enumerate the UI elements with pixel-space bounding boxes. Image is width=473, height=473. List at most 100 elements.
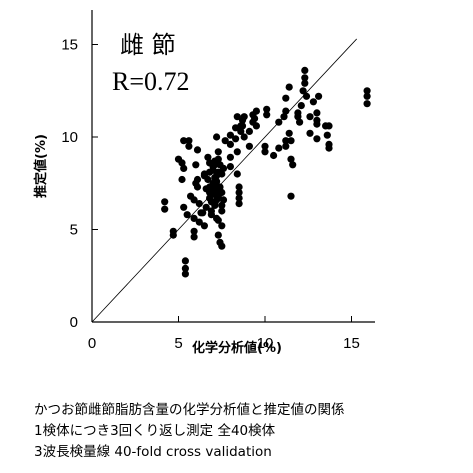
reference-line <box>91 38 357 323</box>
data-point <box>226 153 234 161</box>
inset-correlation: R=0.72 <box>112 67 190 96</box>
data-point <box>185 137 193 145</box>
data-point <box>275 118 283 126</box>
data-point <box>282 142 290 150</box>
data-point <box>299 87 307 95</box>
data-point <box>232 135 240 143</box>
data-point <box>195 200 203 208</box>
data-point <box>218 207 226 215</box>
data-point <box>287 155 295 163</box>
data-point <box>202 203 210 211</box>
data-point <box>282 94 290 102</box>
data-point <box>181 270 189 278</box>
data-point <box>180 137 188 145</box>
data-point <box>235 194 243 202</box>
data-point <box>296 118 304 126</box>
data-point <box>192 161 200 169</box>
data-point <box>180 203 188 211</box>
data-point <box>183 211 191 219</box>
data-point <box>161 198 169 206</box>
axes <box>91 10 375 323</box>
x-tick-label: 0 <box>88 335 96 352</box>
data-point <box>213 133 221 141</box>
data-point <box>233 148 241 156</box>
data-point <box>218 201 226 209</box>
data-point <box>285 129 293 137</box>
data-point <box>169 227 177 235</box>
data-point <box>261 142 269 150</box>
data-point <box>190 196 198 204</box>
data-point <box>252 107 260 115</box>
caption-line-3: 3波長検量線 40-fold cross validation <box>34 444 272 460</box>
x-tick-label: 10 <box>257 335 274 352</box>
data-point <box>235 183 243 191</box>
data-point <box>363 87 371 95</box>
data-point <box>218 222 226 230</box>
data-point <box>226 131 234 139</box>
data-point <box>270 151 278 160</box>
data-point <box>190 227 198 235</box>
data-point <box>325 122 333 130</box>
data-point <box>181 257 189 265</box>
data-point <box>252 122 260 130</box>
data-points <box>161 66 371 278</box>
data-point <box>237 127 245 135</box>
data-point <box>180 164 188 172</box>
data-point <box>282 107 290 115</box>
data-point <box>313 120 321 128</box>
y-axis-label: 推定値(%) <box>33 134 49 198</box>
data-point <box>306 113 314 121</box>
y-tick-label: 5 <box>70 222 78 239</box>
data-point <box>301 74 309 82</box>
data-point <box>363 100 371 108</box>
data-point <box>204 153 212 161</box>
data-point <box>226 163 234 171</box>
data-point <box>235 200 243 208</box>
data-point <box>240 113 248 121</box>
data-point <box>240 133 248 141</box>
data-point <box>213 177 221 185</box>
y-tick-label: 0 <box>70 314 78 331</box>
data-point <box>289 161 297 169</box>
data-point <box>251 114 259 123</box>
data-point <box>294 109 302 117</box>
data-point <box>301 66 309 74</box>
data-point <box>216 183 224 191</box>
x-tick-label: 15 <box>343 335 360 352</box>
data-point <box>306 129 314 137</box>
data-point <box>185 142 193 150</box>
data-point <box>287 137 295 145</box>
data-point <box>214 148 222 156</box>
x-axis-label: 化学分析値(%) <box>192 340 282 356</box>
data-point <box>233 113 241 121</box>
y-tick-label: 15 <box>61 37 78 54</box>
data-point <box>226 140 234 148</box>
data-point <box>204 175 212 184</box>
data-point <box>280 113 288 121</box>
data-point <box>238 122 247 130</box>
data-point <box>178 159 186 167</box>
data-point <box>211 201 219 209</box>
data-point <box>313 135 321 143</box>
inset-title: 雌 節 <box>120 31 176 59</box>
data-point <box>178 175 186 184</box>
caption-line-2: 1検体につき3回くり返し測定 全40検体 <box>34 423 276 439</box>
data-point <box>261 148 269 156</box>
data-point <box>221 137 229 145</box>
data-point <box>263 111 271 119</box>
data-point <box>315 92 323 100</box>
caption: かつお節雌節脂肪含量の化学分析値と推定値の関係 1検体につき3回くり返し測定 全… <box>34 400 345 463</box>
data-point <box>211 161 219 169</box>
data-point <box>214 216 222 224</box>
data-point <box>245 127 253 135</box>
data-point <box>263 105 271 113</box>
data-point <box>297 102 305 110</box>
data-point <box>218 242 226 250</box>
ticks: 0 5 10 15 0 5 10 15 <box>61 37 360 353</box>
data-point <box>301 79 309 87</box>
data-point <box>190 233 198 241</box>
data-point <box>181 264 189 272</box>
data-point <box>363 92 371 100</box>
data-point <box>302 92 311 100</box>
